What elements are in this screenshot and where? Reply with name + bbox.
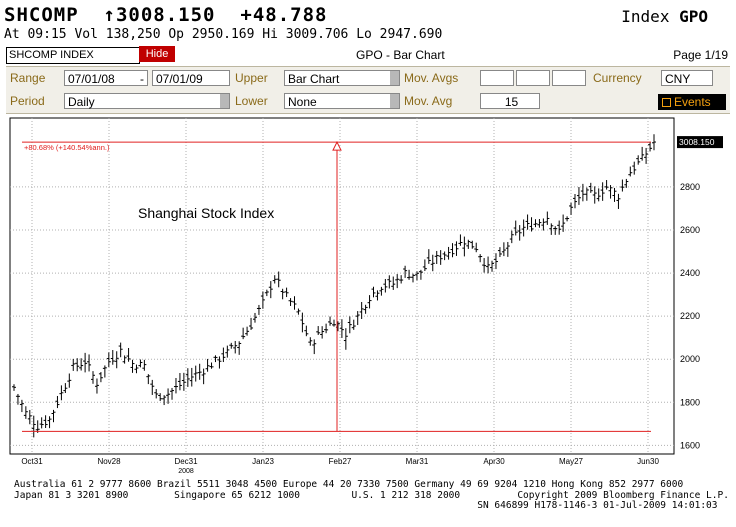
upper-select[interactable]: Bar Chart [284,70,400,86]
last-price-label: 3008.150 [679,137,715,147]
mov-avg-input[interactable]: 15 [480,93,540,109]
y-tick-label: 2800 [680,182,700,192]
lower-select[interactable]: None [284,93,400,109]
x-tick-label: Apr30 [483,457,505,466]
x-tick-label: Jun30 [637,457,659,466]
x-tick-label: Oct31 [21,457,43,466]
lower-label: Lower [235,94,268,108]
mov-avgs-label: Mov. Avgs [404,71,459,85]
y-tick-label: 2600 [680,225,700,235]
period-label: Period [10,94,45,108]
last-price: 3008.150 [115,4,216,26]
range-label: Range [10,71,46,85]
y-tick-label: 1600 [680,440,700,450]
index-word: Index [621,7,670,26]
mov-avg-2-input[interactable] [516,70,550,86]
currency-label: Currency [593,71,642,85]
period-select[interactable]: Daily [64,93,230,109]
ticker: SHCOMP [4,4,79,26]
chart-function-title: GPO - Bar Chart [356,48,445,62]
footer-line-1: Australia 61 2 9777 8600 Brazil 5511 304… [14,479,684,490]
footer-line-2: Japan 81 3 3201 8900 Singapore 65 6212 1… [14,489,729,501]
x-tick-label: Dec31 [174,457,198,466]
footer-line-3: SN 646899 H178-1146-3 01-Jul-2009 14:01:… [14,500,718,511]
settings-panel: Range 07/01/08 - 07/01/09 Upper Bar Char… [6,66,730,114]
chart-annotation: Shanghai Stock Index [138,205,274,221]
x-tick-label: Mar31 [406,457,429,466]
quote-stats-line: At 09:15 Vol 138,250 Op 2950.169 Hi 3009… [4,27,443,42]
gain-label: +80.68% (+140.54%ann.) [24,143,110,152]
year-label: 2008 [178,468,194,474]
mov-avg-3-input[interactable] [552,70,586,86]
page-indicator: Page 1/19 [673,48,728,62]
x-tick-label: Jan23 [252,457,274,466]
y-tick-label: 2400 [680,268,700,278]
mov-avg-1-input[interactable] [480,70,514,86]
x-tick-label: May27 [559,457,584,466]
function-code: GPO [679,7,708,26]
plot-frame [9,117,675,455]
gain-arrow-head [332,140,342,151]
mov-avg-label: Mov. Avg [404,94,453,108]
y-tick-label: 2000 [680,354,700,364]
last-price-box [677,136,723,149]
chart-svg: 1600 1800 2000 2200 2400 2600 2800 Oct31 Nov28 De… [9,117,723,475]
checkbox-icon [662,98,671,108]
hide-button[interactable]: Hide [139,46,175,62]
upper-label: Upper [235,71,268,85]
events-button[interactable]: Events [658,94,726,110]
y-tick-label: 1800 [680,397,700,407]
x-tick-label: Feb27 [329,457,352,466]
function-indicator: Index GPO [621,7,708,26]
up-arrow-icon: ↑ [103,4,116,26]
currency-input[interactable]: CNY [661,70,713,86]
bar-chart[interactable]: 1600 1800 2000 2200 2400 2600 2800 Oct31 Nov28 De… [6,114,730,475]
x-tick-label: Nov28 [97,457,121,466]
security-field[interactable]: SHCOMP INDEX [6,47,140,64]
net-change: +48.788 [240,4,328,26]
footer-contacts: Australia 61 2 9777 8600 Brazil 5511 304… [14,479,729,512]
security-quote-header: SHCOMP ↑3008.150 +48.788 [4,4,327,26]
events-label: Events [674,95,711,109]
y-tick-label: 2200 [680,311,700,321]
range-to-input[interactable]: 07/01/09 [152,70,230,86]
range-from-input[interactable]: 07/01/08 - [64,70,148,86]
